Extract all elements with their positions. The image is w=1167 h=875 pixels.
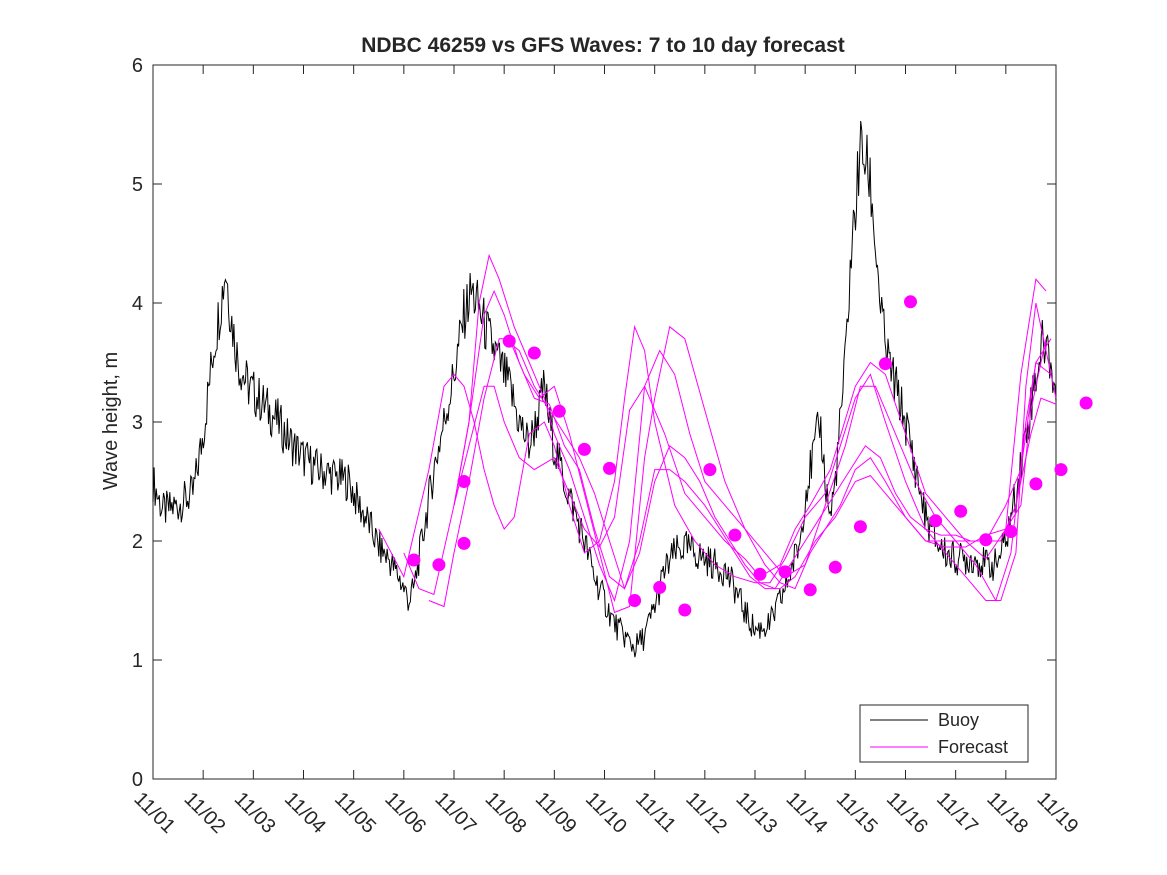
forecast-marker — [828, 560, 842, 574]
legend-box — [859, 704, 1029, 763]
forecast-marker — [1004, 525, 1018, 538]
forecast-marker — [603, 461, 616, 475]
y-tick-label: 5 — [132, 174, 143, 196]
forecast-marker — [878, 357, 892, 371]
forecast-marker — [904, 295, 917, 309]
forecast-marker — [803, 583, 817, 597]
forecast-marker — [678, 603, 692, 617]
forecast-marker — [407, 553, 421, 567]
forecast-marker — [457, 475, 471, 488]
forecast-line-5 — [453, 253, 1052, 603]
buoy-line — [152, 120, 1057, 658]
forecast-marker — [778, 565, 792, 579]
forecast-line-2 — [403, 278, 1047, 596]
legend-buoy-label: Buoy — [938, 710, 979, 730]
forecast-line-3 — [428, 325, 1052, 614]
y-tick-label: 3 — [132, 412, 143, 434]
legend: Buoy Forecast — [859, 704, 1029, 763]
forecast-marker — [1029, 477, 1043, 491]
forecast-marker — [432, 558, 446, 572]
forecast-marker — [853, 520, 867, 534]
y-tick-label: 0 — [132, 769, 143, 791]
y-axis-label: Wave height, m — [100, 352, 122, 490]
forecast-marker — [979, 533, 993, 547]
forecast-marker — [527, 346, 541, 360]
forecast-marker — [628, 594, 642, 607]
chart-title: NDBC 46259 vs GFS Waves: 7 to 10 day for… — [361, 34, 845, 57]
forecast-line-4 — [453, 289, 1047, 590]
forecast-marker — [1054, 463, 1068, 477]
forecast-marker — [653, 580, 667, 594]
y-tick-label: 6 — [132, 55, 143, 77]
forecast-marker — [1079, 396, 1093, 410]
y-tick-label: 2 — [132, 531, 143, 553]
forecast-marker — [457, 536, 471, 550]
forecast-marker — [753, 567, 767, 581]
forecast-marker — [552, 404, 566, 418]
forecast-marker — [954, 504, 968, 518]
forecast-line-1 — [378, 302, 1057, 601]
y-tick-label: 4 — [132, 293, 143, 315]
forecast-marker — [502, 334, 516, 348]
y-tick-label: 1 — [132, 650, 143, 672]
forecast-marker — [577, 442, 591, 456]
legend-forecast-label: Forecast — [938, 737, 1008, 757]
forecast-marker — [703, 463, 717, 477]
forecast-marker — [728, 528, 742, 542]
forecast-marker — [929, 514, 943, 528]
